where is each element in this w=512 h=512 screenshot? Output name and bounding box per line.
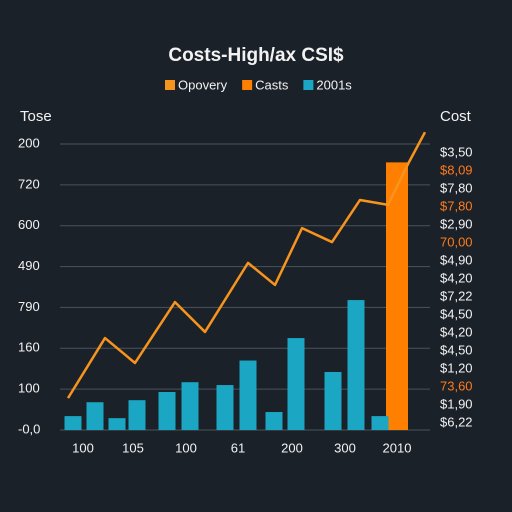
x-tick-label: 105 <box>122 440 144 455</box>
legend-label: 2001s <box>316 77 352 92</box>
y-tick-label: 720 <box>18 176 40 191</box>
bar <box>347 300 365 430</box>
y2-tick-label: $4,90 <box>440 252 473 267</box>
y-axis-label: Tose <box>20 108 52 125</box>
y2-tick-label: 70,00 <box>440 234 473 249</box>
y2-tick-label: $4,50 <box>440 306 473 321</box>
y2-tick-label: $3,50 <box>440 144 473 159</box>
y-tick-label: 100 <box>18 381 40 396</box>
legend: Opovery Casts 2001s <box>165 77 352 92</box>
bar <box>108 418 126 430</box>
legend-swatch <box>303 80 314 90</box>
y2-tick-label: $6,22 <box>440 414 473 429</box>
bar <box>64 416 82 430</box>
x-tick-label: 2010 <box>383 440 412 455</box>
legend-label: Opovery <box>178 77 228 92</box>
y2-tick-label: $7,80 <box>440 198 473 213</box>
bar <box>386 162 408 430</box>
y-tick-label: 490 <box>18 258 40 273</box>
bar <box>265 412 283 430</box>
y2-tick-label: $7,22 <box>440 288 473 303</box>
x-tick-label: 200 <box>281 440 303 455</box>
x-tick-label: 300 <box>334 440 356 455</box>
y2-tick-label: $1,20 <box>440 360 473 375</box>
legend-label: Casts <box>255 77 289 92</box>
y2-axis-label: Cost <box>440 108 472 125</box>
bar <box>128 400 146 430</box>
y2-tick-label: $8,09 <box>440 162 473 177</box>
y2-tick-label: $7,80 <box>440 180 473 195</box>
x-tick-label: 61 <box>231 440 245 455</box>
legend-swatch <box>165 80 175 90</box>
legend-swatch <box>242 80 253 90</box>
x-tick-label: 100 <box>72 440 94 455</box>
y2-tick-label: $4,20 <box>440 324 473 339</box>
y-tick-label: 200 <box>18 135 40 150</box>
y-tick-label: -0,0 <box>18 421 40 436</box>
y2-tick-label: $2,90 <box>440 216 473 231</box>
line <box>66 131 427 399</box>
bar <box>216 385 234 430</box>
bar <box>239 360 257 430</box>
bar <box>371 416 389 430</box>
bar <box>181 382 199 430</box>
y2-tick-label: 73,60 <box>440 378 473 393</box>
bar <box>324 371 342 430</box>
bar <box>158 392 176 430</box>
y2-tick-label: $1,90 <box>440 396 473 411</box>
y2-tick-label: $4,50 <box>440 342 473 357</box>
bar <box>287 338 305 430</box>
chart-title: Costs-High/ax CSI$ <box>168 45 344 66</box>
y-tick-label: 160 <box>18 340 40 355</box>
y2-tick-label: $4,20 <box>440 270 473 285</box>
y-tick-label: 790 <box>18 299 40 314</box>
x-tick-label: 100 <box>175 440 197 455</box>
bar <box>86 402 104 430</box>
y-tick-label: 600 <box>18 217 40 232</box>
